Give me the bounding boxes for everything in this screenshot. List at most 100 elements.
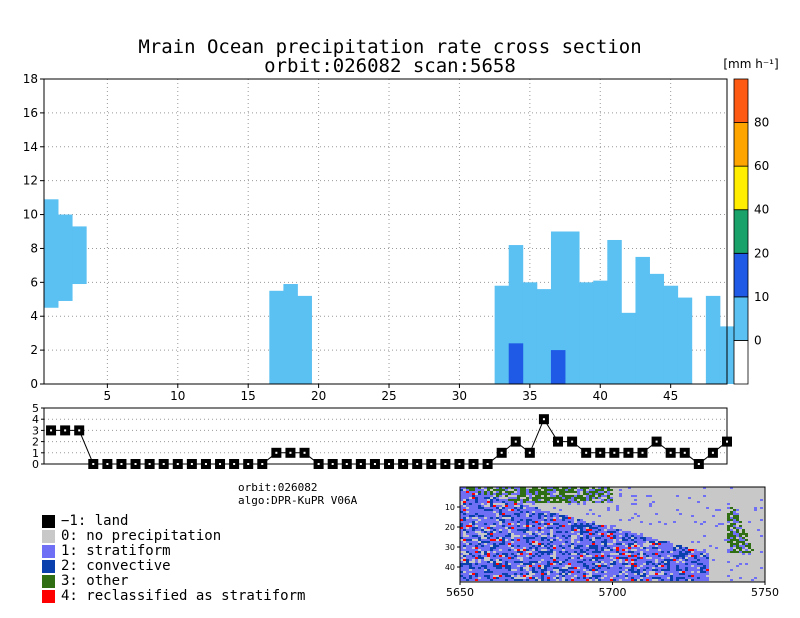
map-cell	[460, 523, 463, 525]
map-cell	[463, 539, 466, 541]
map-cell	[565, 495, 568, 497]
map-cell	[652, 565, 655, 567]
map-cell	[487, 555, 490, 557]
map-cell	[511, 501, 514, 503]
map-cell	[529, 559, 532, 561]
precip-type-legend: −1: land 0: no precipitation 1: stratifo…	[42, 514, 305, 604]
map-cell	[517, 499, 520, 501]
map-cell	[547, 521, 550, 523]
map-cell	[598, 537, 601, 539]
map-cell	[628, 487, 631, 489]
map-cell	[538, 561, 541, 563]
map-cell	[508, 573, 511, 575]
map-cell	[517, 547, 520, 549]
map-cell	[481, 501, 484, 503]
map-cell	[487, 503, 490, 505]
map-cell	[559, 547, 562, 549]
map-cell	[646, 543, 649, 545]
map-cell	[490, 551, 493, 553]
map-cell	[568, 545, 571, 547]
map-cell	[481, 515, 484, 517]
map-cell	[598, 573, 601, 575]
map-cell	[694, 549, 697, 551]
map-cell	[637, 537, 640, 539]
precip-column	[297, 295, 312, 384]
map-cell	[517, 525, 520, 527]
map-cell	[538, 499, 541, 501]
map-cell	[640, 579, 643, 581]
map-cell	[715, 525, 718, 527]
map-cell	[481, 507, 484, 509]
map-cell	[520, 575, 523, 577]
map-cell	[493, 547, 496, 549]
map-cell	[730, 487, 733, 489]
type-point-center	[120, 463, 123, 465]
map-cell	[658, 579, 661, 581]
map-cell	[760, 567, 763, 569]
map-cell	[595, 575, 598, 577]
map-cell	[460, 557, 463, 559]
map-cell	[526, 557, 529, 559]
map-cell	[535, 521, 538, 523]
map-cell	[553, 527, 556, 529]
map-cell	[472, 513, 475, 515]
map-cell	[511, 559, 514, 561]
map-cell	[541, 515, 544, 517]
map-cell	[475, 561, 478, 563]
map-cell	[610, 531, 613, 533]
map-cell	[493, 499, 496, 501]
map-cell	[523, 569, 526, 571]
map-cell	[478, 545, 481, 547]
map-cell	[634, 563, 637, 565]
map-cell	[535, 563, 538, 565]
map-cell	[607, 541, 610, 543]
map-cell	[541, 541, 544, 543]
map-cell	[544, 525, 547, 527]
map-cell	[526, 531, 529, 533]
map-cell	[541, 535, 544, 537]
map-x-tick-label: 5650	[446, 586, 474, 599]
map-cell	[631, 547, 634, 549]
map-cell	[481, 557, 484, 559]
map-cell	[529, 501, 532, 503]
map-cell	[568, 549, 571, 551]
map-cell	[487, 569, 490, 571]
map-cell	[679, 565, 682, 567]
map-cell	[505, 549, 508, 551]
map-cell	[601, 495, 604, 497]
map-cell	[529, 551, 532, 553]
map-cell	[469, 493, 472, 495]
map-cell	[526, 579, 529, 581]
map-cell	[511, 545, 514, 547]
map-cell	[691, 561, 694, 563]
map-cell	[538, 497, 541, 499]
map-cell	[472, 561, 475, 563]
map-cell	[625, 557, 628, 559]
map-cell	[646, 553, 649, 555]
map-cell	[562, 547, 565, 549]
algo-info: algo:DPR-KuPR V06A	[238, 494, 358, 507]
map-cell	[685, 573, 688, 575]
map-cell	[475, 535, 478, 537]
map-cell	[493, 531, 496, 533]
map-cell	[634, 551, 637, 553]
map-cell	[658, 553, 661, 555]
map-cell	[526, 517, 529, 519]
map-cell	[649, 495, 652, 497]
map-cell	[628, 565, 631, 567]
map-cell	[667, 551, 670, 553]
map-cell	[577, 497, 580, 499]
map-cell	[487, 573, 490, 575]
map-cell	[607, 499, 610, 501]
map-cell	[493, 501, 496, 503]
map-cell	[667, 567, 670, 569]
map-cell	[643, 573, 646, 575]
map-cell	[574, 545, 577, 547]
map-cell	[553, 575, 556, 577]
map-cell	[487, 541, 490, 543]
map-cell	[502, 575, 505, 577]
map-cell	[544, 511, 547, 513]
map-cell	[556, 515, 559, 517]
map-cell	[532, 501, 535, 503]
map-cell	[535, 495, 538, 497]
